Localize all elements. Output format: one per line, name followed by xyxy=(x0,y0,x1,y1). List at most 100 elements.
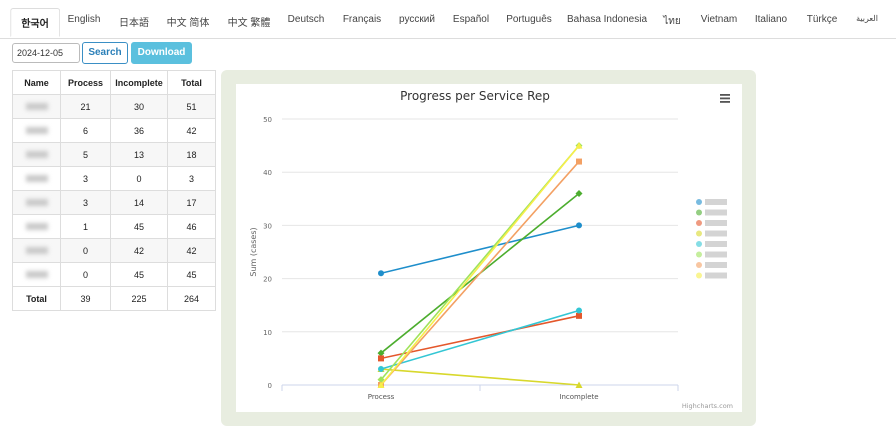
language-tab[interactable]: العربية xyxy=(856,14,878,23)
column-header: Name xyxy=(12,70,61,95)
table-cell: 36 xyxy=(110,118,168,143)
series-line xyxy=(380,315,580,360)
summary-table: Name Process Incomplete Total 21 30 51 6 36 42 5 13… xyxy=(12,70,216,311)
y-tick-label: 10 xyxy=(263,329,272,337)
total-cell: 225 xyxy=(110,286,168,311)
table-cell: 30 xyxy=(110,94,168,119)
language-tab[interactable]: Français xyxy=(342,14,382,25)
blurred-legend-label xyxy=(705,272,727,279)
language-tab[interactable]: русский xyxy=(399,14,435,25)
table-row: 0 42 42 xyxy=(12,238,216,263)
blurred-legend-label xyxy=(705,241,727,247)
date-input[interactable]: 2024-12-05 xyxy=(12,43,80,63)
name-cell xyxy=(12,214,61,239)
legend-item[interactable] xyxy=(696,272,727,279)
blurred-name xyxy=(25,174,48,182)
total-cell: 264 xyxy=(167,286,216,311)
x-tick-label: Incomplete xyxy=(559,393,598,401)
language-tab[interactable]: 中文 简体 xyxy=(166,18,210,29)
menu-icon[interactable] xyxy=(720,94,730,103)
table-cell: 42 xyxy=(167,238,216,263)
series-line xyxy=(380,145,580,386)
language-tab[interactable]: 한국어 xyxy=(10,8,60,37)
y-tick-label: 20 xyxy=(263,276,272,284)
total-cell: Total xyxy=(12,286,61,311)
column-header: Total xyxy=(167,70,216,95)
blurred-legend-label xyxy=(705,251,727,258)
legend-item[interactable] xyxy=(696,220,727,226)
series-line xyxy=(380,368,580,386)
blurred-legend-label xyxy=(705,262,727,268)
legend-item[interactable] xyxy=(696,241,727,247)
blurred-name xyxy=(25,246,48,254)
blurred-name xyxy=(25,222,48,230)
table-cell: 46 xyxy=(167,214,216,239)
table-cell: 3 xyxy=(60,190,111,215)
chart: Progress per Service Rep Sum (cases) Hig… xyxy=(236,84,742,412)
language-tab[interactable]: 日本語 xyxy=(119,18,149,29)
blurred-legend-label xyxy=(705,220,727,226)
language-tab[interactable]: Português xyxy=(506,14,552,25)
legend-swatch xyxy=(696,272,702,279)
marker xyxy=(576,312,582,319)
legend-item[interactable] xyxy=(696,262,727,268)
x-tick-label: Process xyxy=(368,393,395,401)
y-tick-label: 0 xyxy=(268,382,272,390)
table-cell: 6 xyxy=(60,118,111,143)
legend-swatch xyxy=(696,251,702,258)
language-tab[interactable]: Español xyxy=(452,14,490,25)
chart-background xyxy=(236,84,742,412)
table-row: 21 30 51 xyxy=(12,94,216,119)
blurred-legend-label xyxy=(705,209,727,216)
table-cell: 45 xyxy=(167,262,216,287)
legend-item[interactable] xyxy=(696,199,727,205)
language-tab[interactable]: 中文 繁體 xyxy=(227,18,271,29)
series-line xyxy=(380,309,580,370)
legend-swatch xyxy=(696,209,702,216)
y-axis-label: Sum (cases) xyxy=(249,227,258,276)
blurred-name xyxy=(25,270,48,278)
table-row: 6 36 42 xyxy=(12,118,216,143)
name-cell xyxy=(12,238,61,263)
language-tab[interactable]: Italiano xyxy=(754,14,788,25)
legend-swatch xyxy=(696,199,702,205)
marker xyxy=(378,270,384,277)
marker xyxy=(377,349,385,357)
legend-item[interactable] xyxy=(696,251,727,258)
language-tab[interactable]: ไทย xyxy=(663,16,681,27)
marker xyxy=(378,366,384,373)
language-tab[interactable]: Bahasa Indonesia xyxy=(566,14,648,25)
marker xyxy=(576,158,582,165)
table-cell: 3 xyxy=(167,166,216,191)
table-cell: 0 xyxy=(110,166,168,191)
y-tick-label: 30 xyxy=(263,222,272,230)
table-cell: 0 xyxy=(60,238,111,263)
table-cell: 14 xyxy=(110,190,168,215)
legend-item[interactable] xyxy=(696,230,727,237)
name-cell xyxy=(12,94,61,119)
legend-swatch xyxy=(696,241,702,247)
marker xyxy=(576,222,582,229)
marker xyxy=(575,189,583,197)
column-header: Process xyxy=(60,70,111,95)
table-cell: 45 xyxy=(110,262,168,287)
chart-title: Progress per Service Rep xyxy=(400,89,550,103)
language-tab[interactable]: Vietnam xyxy=(700,14,738,25)
blurred-legend-label xyxy=(705,199,727,205)
search-button[interactable]: Search xyxy=(82,42,128,64)
language-tab[interactable]: English xyxy=(67,14,101,25)
name-cell xyxy=(12,142,61,167)
legend-swatch xyxy=(696,230,702,237)
language-tab[interactable]: Deutsch xyxy=(287,14,325,25)
table-row: 3 14 17 xyxy=(12,190,216,215)
name-cell xyxy=(12,262,61,287)
credit: Highcharts.com xyxy=(682,402,733,410)
marker xyxy=(378,355,384,362)
marker xyxy=(575,142,583,149)
legend-item[interactable] xyxy=(696,209,727,216)
download-button[interactable]: Download xyxy=(131,42,192,64)
language-tab[interactable]: Türkçe xyxy=(806,14,838,25)
legend-swatch xyxy=(696,262,702,268)
